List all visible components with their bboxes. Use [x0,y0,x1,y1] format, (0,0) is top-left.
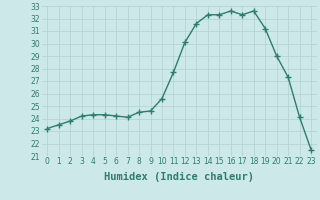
X-axis label: Humidex (Indice chaleur): Humidex (Indice chaleur) [104,172,254,182]
